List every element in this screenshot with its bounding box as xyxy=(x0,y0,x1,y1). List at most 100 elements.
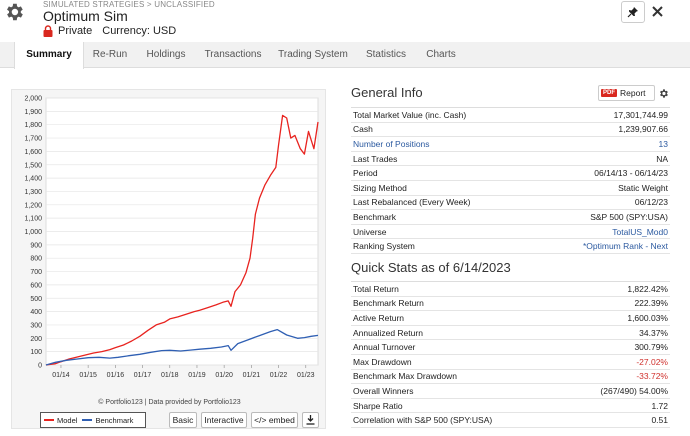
gear-icon xyxy=(660,88,668,98)
table-row: Annual Turnover 300.79% xyxy=(351,340,670,355)
performance-chart[interactable]: 2,000 1,900 1,800 1,700 1,600 1,500 1,400 1,300… xyxy=(12,90,327,395)
y-tick-label: 0 xyxy=(38,363,42,370)
series-line-benchmark[interactable] xyxy=(45,328,319,366)
row-value: 1,822.42% xyxy=(627,283,668,294)
number-of-positions-link[interactable]: Number of Positions xyxy=(353,138,430,149)
legend-item-model[interactable]: Model xyxy=(44,416,77,425)
row-key: Annualized Return xyxy=(353,327,423,338)
table-row: Universe TotalUS_Mod0 xyxy=(351,225,670,240)
quick-stats-heading: Quick Stats as of 6/14/2023 xyxy=(351,260,511,275)
report-label: Report xyxy=(620,88,646,98)
positions-count-link[interactable]: 13 xyxy=(658,138,668,149)
lock-icon xyxy=(43,25,53,37)
tab-statistics[interactable]: Statistics xyxy=(365,49,406,60)
table-row: Sizing Method Static Weight xyxy=(351,181,670,196)
y-tick-label: 1,100 xyxy=(24,216,42,223)
row-key: Annual Turnover xyxy=(353,342,416,353)
row-key: Universe xyxy=(353,226,387,237)
tab-trading-system[interactable]: Trading System xyxy=(278,49,348,60)
legend-item-benchmark[interactable]: Benchmark xyxy=(82,416,133,425)
row-key: Total Return xyxy=(353,283,399,294)
chart-credit: © Portfolio123 | Data provided by Portfo… xyxy=(98,399,241,406)
x-tick-label: 01/20 xyxy=(215,372,233,379)
row-value: -33.72% xyxy=(636,371,668,382)
series-line-model[interactable] xyxy=(45,114,319,366)
row-value: Static Weight xyxy=(618,182,668,193)
row-key: Benchmark xyxy=(353,211,396,222)
performance-chart-panel: 2,000 1,900 1,800 1,700 1,600 1,500 1,400 1,300… xyxy=(11,89,326,429)
currency-label: Currency: USD xyxy=(102,25,177,37)
quick-stats-table: Total Return 1,822.42% Benchmark Return 22… xyxy=(351,281,670,428)
tab-transactions[interactable]: Transactions xyxy=(204,49,262,60)
tab-holdings[interactable]: Holdings xyxy=(146,49,186,60)
tab-bar: Summary Re-Run Holdings Transactions Tra… xyxy=(0,42,690,69)
x-tick-label: 01/15 xyxy=(79,372,97,379)
y-tick-label: 1,800 xyxy=(24,122,42,129)
table-row: Sharpe Ratio 1.72 xyxy=(351,399,670,414)
ranking-system-link[interactable]: *Optimum Rank - Next xyxy=(582,241,668,252)
tab-charts[interactable]: Charts xyxy=(426,49,456,60)
page-title: Optimum Sim xyxy=(43,8,128,24)
y-tick-label: 600 xyxy=(30,282,42,289)
row-key: Last Trades xyxy=(353,153,398,164)
row-value: 06/12/23 xyxy=(634,197,668,208)
basic-chart-button[interactable]: Basic xyxy=(169,412,197,428)
breadcrumb[interactable]: SIMULATED STRATEGIES > UNCLASSIFIED xyxy=(43,0,215,9)
y-tick-label: 1,200 xyxy=(24,202,42,209)
table-row: Last Trades NA xyxy=(351,152,670,167)
download-button[interactable] xyxy=(302,412,319,428)
row-value: 34.37% xyxy=(639,327,668,338)
row-key: Last Rebalanced (Every Week) xyxy=(353,197,471,208)
y-tick-label: 1,000 xyxy=(24,229,42,236)
y-tick-label: 1,900 xyxy=(24,109,42,116)
y-tick-label: 2,000 xyxy=(24,96,42,103)
row-key: Max Drawdown xyxy=(353,356,412,367)
table-row: Max Drawdown -27.02% xyxy=(351,355,670,370)
row-key: Ranking System xyxy=(353,241,415,252)
table-row: Total Return 1,822.42% xyxy=(351,282,670,297)
x-tick-label: 01/22 xyxy=(270,372,288,379)
row-key: Cash xyxy=(353,124,373,135)
universe-link[interactable]: TotalUS_Mod0 xyxy=(612,226,668,237)
table-row: Annualized Return 34.37% xyxy=(351,326,670,341)
row-value: S&P 500 (SPY:USA) xyxy=(590,211,668,222)
privacy-label: Private xyxy=(58,25,93,37)
settings-gear-icon[interactable] xyxy=(3,1,25,23)
table-row: Last Rebalanced (Every Week) 06/12/23 xyxy=(351,196,670,211)
chart-legend: Model Benchmark xyxy=(40,412,146,428)
x-tick-label: 01/17 xyxy=(134,372,152,379)
embed-button[interactable]: </> embed xyxy=(251,412,298,428)
y-tick-label: 1,500 xyxy=(24,162,42,169)
interactive-chart-button[interactable]: Interactive xyxy=(201,412,247,428)
table-row: Ranking System *Optimum Rank - Next xyxy=(351,239,670,254)
row-key: Sharpe Ratio xyxy=(353,400,403,411)
table-row: Number of Positions 13 xyxy=(351,137,670,152)
row-key: Sizing Method xyxy=(353,182,407,193)
y-tick-label: 900 xyxy=(30,242,42,249)
x-tick-label: 01/19 xyxy=(188,372,206,379)
table-row: Benchmark Return 222.39% xyxy=(351,297,670,312)
pdf-report-button[interactable]: PDF Report xyxy=(598,85,655,101)
download-icon xyxy=(306,415,315,425)
legend-benchmark-label: Benchmark xyxy=(95,415,134,425)
y-tick-label: 500 xyxy=(30,296,42,303)
row-key: Correlation with S&P 500 (SPY:USA) xyxy=(353,415,493,426)
row-value: (267/490) 54.00% xyxy=(600,385,668,396)
row-key: Benchmark Max Drawdown xyxy=(353,371,457,382)
x-tick-label: 01/23 xyxy=(297,372,315,379)
table-row: Correlation with S&P 500 (SPY:USA) 0.51 xyxy=(351,413,670,428)
y-tick-label: 200 xyxy=(30,336,42,343)
pin-button[interactable] xyxy=(621,1,645,23)
row-value: NA xyxy=(656,153,668,164)
table-row: Active Return 1,600.03% xyxy=(351,311,670,326)
report-settings-button[interactable] xyxy=(657,85,670,101)
row-value: -27.02% xyxy=(636,356,668,367)
tab-rerun[interactable]: Re-Run xyxy=(92,49,128,60)
table-row: Benchmark Max Drawdown -33.72% xyxy=(351,370,670,385)
close-button[interactable] xyxy=(650,4,664,18)
y-tick-label: 400 xyxy=(30,309,42,316)
table-row: Period 06/14/13 - 06/14/23 xyxy=(351,166,670,181)
x-tick-label: 01/18 xyxy=(161,372,179,379)
table-row: Benchmark S&P 500 (SPY:USA) xyxy=(351,210,670,225)
tab-summary[interactable]: Summary xyxy=(14,42,84,69)
